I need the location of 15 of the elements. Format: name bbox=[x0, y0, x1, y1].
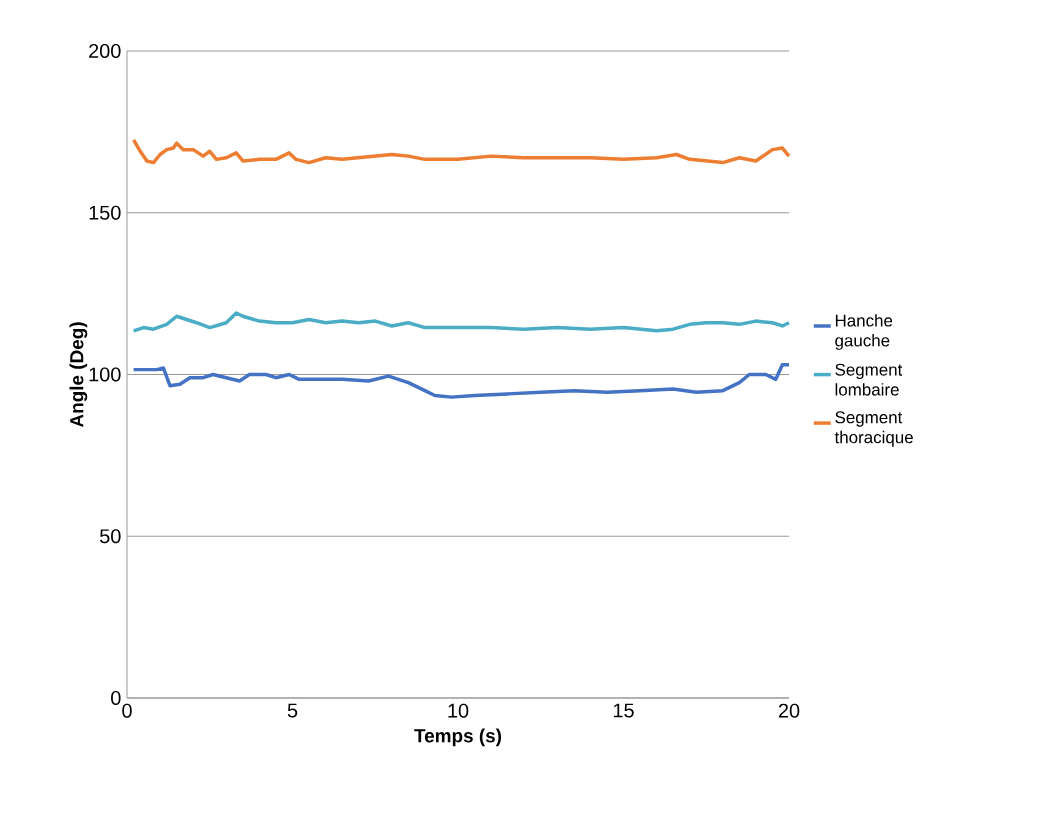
x-axis-title: Temps (s) bbox=[414, 728, 502, 747]
legend-label: Segment lombaire bbox=[835, 363, 903, 396]
y-axis-title: Angle (Deg) bbox=[69, 322, 88, 428]
x-tick-label: 0 bbox=[122, 703, 132, 718]
y-tick-label: 200 bbox=[89, 43, 121, 59]
y-tick-label: 0 bbox=[111, 690, 121, 706]
x-tick-label: 20 bbox=[778, 703, 800, 718]
y-tick-label: 100 bbox=[89, 367, 121, 382]
x-tick-label: 10 bbox=[448, 703, 469, 718]
x-tick-label: 5 bbox=[287, 703, 298, 718]
y-tick-label: 50 bbox=[100, 529, 121, 544]
x-tick-label: 15 bbox=[613, 703, 634, 718]
legend-label: Segment thoracique bbox=[834, 411, 913, 447]
legend-label: Hanche gauche bbox=[835, 314, 893, 350]
y-tick-label: 150 bbox=[89, 205, 121, 220]
